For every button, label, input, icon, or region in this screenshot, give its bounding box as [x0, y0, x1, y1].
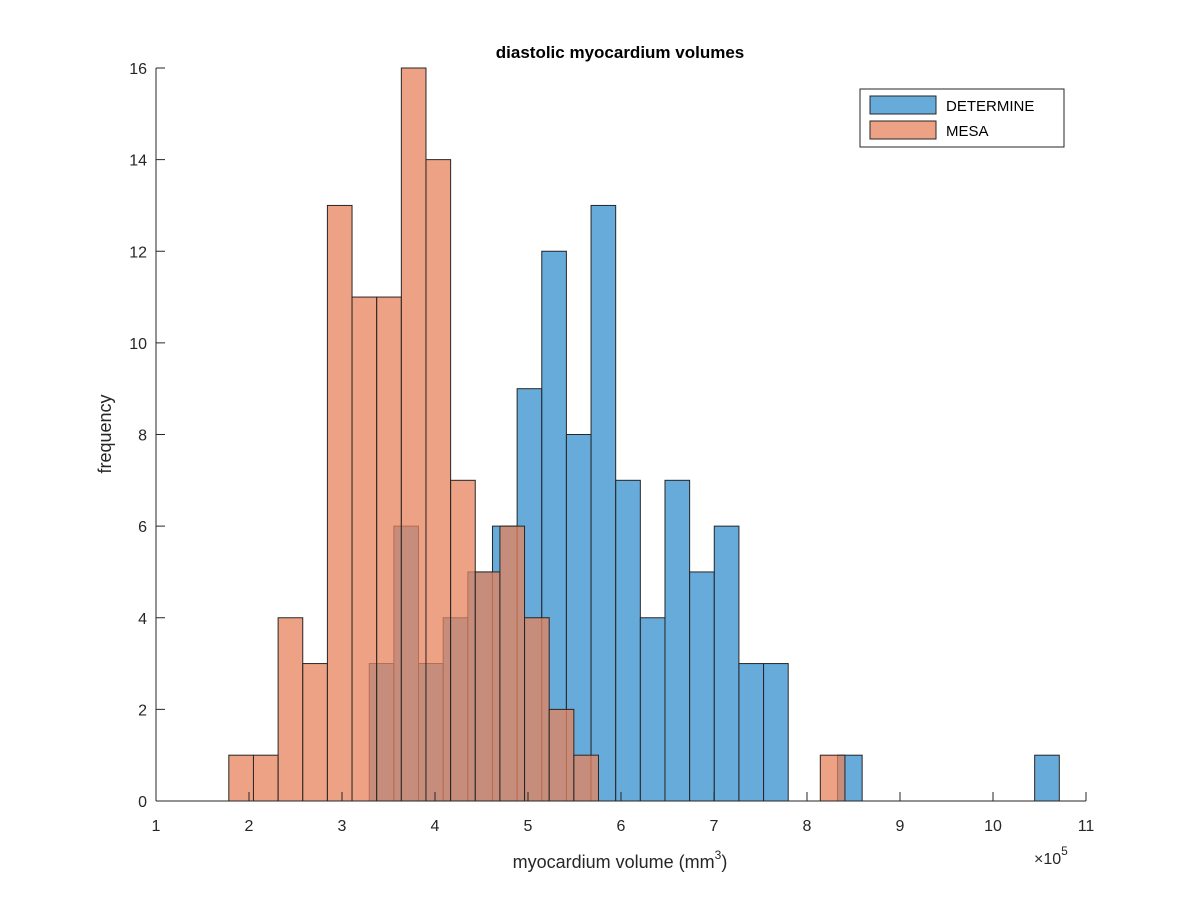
- x-tick-label-5: 5: [524, 818, 533, 835]
- bar-determine-12: [664, 479, 691, 802]
- bar-determine-9: [590, 204, 617, 802]
- y-tick-label-4: 4: [138, 611, 147, 628]
- legend-swatch-mesa: [869, 120, 937, 140]
- bar-mesa-3: [302, 663, 328, 802]
- y-axis-label: frequency: [95, 394, 115, 473]
- bar-determine-11: [639, 617, 666, 802]
- legend: DETERMINE MESA: [859, 88, 1065, 148]
- bar-mesa-5: [351, 296, 378, 802]
- x-tick-label-9: 9: [896, 818, 905, 835]
- y-tick-label-14: 14: [129, 153, 147, 170]
- bar-mesa-1: [252, 754, 279, 802]
- y-tick-label-10: 10: [129, 336, 147, 353]
- y-tick-label-6: 6: [138, 519, 147, 536]
- bar-mesa-2: [277, 617, 304, 802]
- bar-mesa-14: [573, 754, 599, 802]
- y-tick-label-8: 8: [138, 428, 147, 445]
- y-tick-label-2: 2: [138, 702, 147, 719]
- bar-determine-14: [713, 525, 740, 802]
- x-tick-label-4: 4: [431, 818, 440, 835]
- y-tick-label-12: 12: [129, 244, 147, 261]
- bar-determine-18: [1034, 754, 1060, 802]
- legend-label-mesa: MESA: [946, 123, 989, 140]
- bar-mesa-15: [819, 754, 846, 802]
- x-tick-label-10: 10: [984, 818, 1002, 835]
- bars-layer: [228, 67, 1060, 802]
- bar-mesa-11: [499, 525, 526, 802]
- legend-label-determine: DETERMINE: [946, 98, 1034, 115]
- x-tick-label-2: 2: [245, 818, 254, 835]
- x-tick-label-6: 6: [617, 818, 626, 835]
- y-tick-label-0: 0: [138, 794, 147, 811]
- x-axis-exponent: ×105: [1034, 844, 1068, 868]
- x-tick-label-3: 3: [338, 818, 347, 835]
- bar-mesa-12: [524, 617, 550, 802]
- x-tick-label-11: 11: [1078, 818, 1095, 835]
- bar-determine-15: [738, 663, 765, 802]
- bar-mesa-7: [400, 67, 427, 802]
- bar-mesa-9: [450, 479, 476, 802]
- legend-swatch-determine: [869, 95, 937, 115]
- chart-title: diastolic myocardium volumes: [496, 43, 744, 62]
- x-tick-label-8: 8: [803, 818, 812, 835]
- bar-determine-16: [763, 663, 789, 802]
- bar-mesa-8: [425, 159, 452, 802]
- bar-determine-13: [689, 571, 715, 802]
- bar-mesa-6: [376, 296, 402, 802]
- y-tick-label-16: 16: [129, 61, 147, 78]
- x-axis-label: myocardium volume (mm3): [513, 848, 728, 872]
- bar-mesa-4: [326, 204, 353, 802]
- bar-determine-10: [615, 479, 641, 802]
- bar-mesa-13: [548, 708, 575, 802]
- bar-mesa-10: [474, 571, 501, 802]
- bar-mesa-0: [228, 754, 254, 802]
- x-tick-label-7: 7: [710, 818, 719, 835]
- x-tick-label-1: 1: [152, 818, 161, 835]
